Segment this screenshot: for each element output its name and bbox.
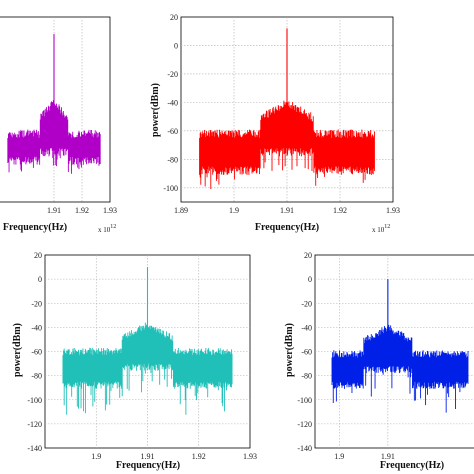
spectrum-trace bbox=[331, 324, 469, 413]
x-multiplier-base: x 10 bbox=[372, 226, 385, 234]
y-tick-label: -40 bbox=[167, 98, 178, 107]
y-tick-label: -80 bbox=[301, 372, 312, 381]
x-axis-label: Frequency(Hz) bbox=[3, 222, 67, 233]
y-tick-label: -60 bbox=[167, 127, 178, 136]
x-multiplier: x 1012 bbox=[372, 224, 390, 234]
x-multiplier-exponent: 12 bbox=[110, 224, 116, 230]
y-tick-label: -140 bbox=[27, 444, 42, 453]
y-tick-label: -100 bbox=[27, 396, 42, 405]
x-axis-label: Frequency(Hz) bbox=[255, 222, 319, 233]
y-axis-label: power(dBm) bbox=[12, 323, 23, 377]
series-spectrum bbox=[331, 279, 469, 413]
x-tick-label: 1.93 bbox=[386, 206, 400, 215]
x-axis-label: Frequency(Hz) bbox=[116, 460, 180, 471]
panel-top-left: 1.91 1.92 1.93 Frequency(Hz) x 1012 bbox=[0, 16, 117, 234]
y-tick-label: -40 bbox=[301, 323, 312, 332]
x-multiplier: x 1012 bbox=[98, 224, 116, 234]
y-tick-label: 20 bbox=[34, 251, 42, 260]
y-tick-label: 20 bbox=[304, 251, 312, 260]
y-axis-label: power(dBm) bbox=[150, 83, 161, 137]
panel-bottom-right: 1.9 1.91 20 0 -20 -40 -60 -80 -100 -120 -140 Frequ… bbox=[284, 251, 474, 471]
panel-top-right: 1.89 1.9 1.91 1.92 1.93 20 0 -20 -40 -60 -80 -100 F… bbox=[150, 13, 400, 234]
y-tick-label: -100 bbox=[163, 184, 178, 193]
x-tick-label: 1.92 bbox=[192, 452, 206, 461]
x-tick-label: 1.9 bbox=[334, 452, 344, 461]
y-tick-label: -140 bbox=[297, 444, 312, 453]
y-tick-label: -80 bbox=[31, 372, 42, 381]
x-tick-label: 1.91 bbox=[141, 452, 155, 461]
series-spectrum bbox=[7, 34, 101, 174]
spectrum-trace bbox=[62, 322, 233, 415]
x-tick-label: 1.91 bbox=[381, 452, 395, 461]
y-tick-label: 0 bbox=[38, 275, 42, 284]
y-tick-label: 0 bbox=[174, 41, 178, 50]
y-tick-label: -20 bbox=[167, 70, 178, 79]
y-tick-label: 20 bbox=[170, 13, 178, 22]
tick-labels: 1.91 1.92 1.93 bbox=[47, 206, 117, 215]
spectrum-trace bbox=[199, 100, 375, 190]
spectrum-trace bbox=[7, 98, 101, 174]
x-multiplier-base: x 10 bbox=[98, 226, 111, 234]
tick-labels: 1.89 1.9 1.91 1.92 1.93 20 0 -20 -40 -60 -80 -100 bbox=[163, 13, 400, 215]
y-tick-label: -120 bbox=[27, 420, 42, 429]
x-axis-label: Frequency(Hz) bbox=[380, 460, 444, 471]
y-tick-label: -60 bbox=[301, 348, 312, 357]
x-tick-label: 1.93 bbox=[243, 452, 257, 461]
tick-labels: 1.9 1.91 1.92 1.93 20 0 -20 -40 -60 -80 -100 -120 -1… bbox=[27, 251, 257, 461]
y-tick-label: 0 bbox=[308, 275, 312, 284]
x-tick-label: 1.91 bbox=[47, 206, 61, 215]
x-multiplier-exponent: 12 bbox=[384, 224, 390, 230]
y-tick-label: -20 bbox=[301, 299, 312, 308]
series-spectrum bbox=[62, 267, 233, 415]
series-spectrum bbox=[199, 28, 375, 190]
x-tick-label: 1.92 bbox=[75, 206, 89, 215]
y-tick-label: -80 bbox=[167, 155, 178, 164]
x-tick-label: 1.93 bbox=[103, 206, 117, 215]
x-tick-label: 1.92 bbox=[333, 206, 347, 215]
panel-bottom-left: 1.9 1.91 1.92 1.93 20 0 -20 -40 -60 -80 -100 -120 -1… bbox=[12, 251, 257, 471]
x-tick-label: 1.9 bbox=[229, 206, 239, 215]
y-tick-label: -120 bbox=[297, 420, 312, 429]
x-tick-label: 1.9 bbox=[91, 452, 101, 461]
y-tick-label: -60 bbox=[31, 348, 42, 357]
tick-labels: 1.9 1.91 20 0 -20 -40 -60 -80 -100 -120 -140 bbox=[297, 251, 395, 461]
x-tick-label: 1.89 bbox=[174, 206, 188, 215]
y-tick-label: -100 bbox=[297, 396, 312, 405]
x-tick-label: 1.91 bbox=[280, 206, 294, 215]
y-tick-label: -20 bbox=[31, 299, 42, 308]
y-tick-label: -40 bbox=[31, 323, 42, 332]
y-axis-label: power(dBm) bbox=[284, 323, 295, 377]
